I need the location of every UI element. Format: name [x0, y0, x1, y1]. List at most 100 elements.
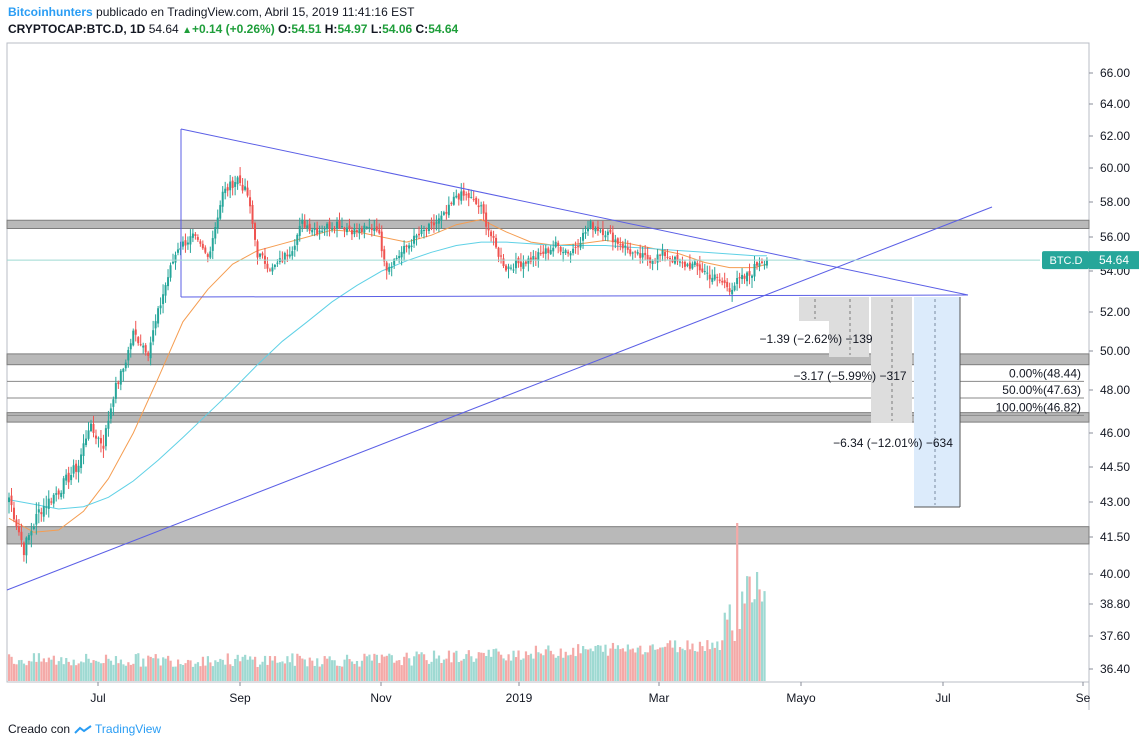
candle-body	[395, 257, 398, 259]
candle-body	[758, 263, 761, 267]
candle-body	[450, 202, 453, 204]
volume-bar	[579, 653, 582, 681]
volume-bar	[326, 658, 329, 681]
candle-body	[522, 262, 525, 269]
candle-body	[328, 221, 331, 230]
measure-box-small[interactable]	[829, 297, 869, 357]
volume-bar	[40, 661, 43, 681]
candle-body	[221, 191, 224, 207]
candle-body	[167, 277, 170, 287]
candle-body	[30, 531, 33, 536]
volume-bar	[234, 658, 237, 681]
candle-body	[760, 261, 763, 263]
candle-body	[400, 251, 403, 258]
candle-body	[162, 294, 165, 305]
ascending-trendline[interactable]	[6, 206, 993, 591]
volume-bar	[594, 645, 597, 681]
volume-bar	[430, 661, 433, 681]
fib-retracement[interactable]: 0.00%(48.44) 50.00%(47.63) 100.00%(46.82)	[7, 366, 1084, 416]
volume-bar	[629, 649, 632, 681]
candle-body	[57, 490, 60, 495]
volume-bar	[455, 650, 458, 681]
candle-body	[462, 190, 465, 196]
candle-body	[524, 261, 527, 264]
volume-bar	[425, 660, 428, 681]
volume-bar	[512, 650, 515, 681]
volume-bar	[465, 654, 468, 681]
candle-body	[8, 497, 10, 503]
symbol-badge	[1042, 251, 1089, 270]
volume-bar	[669, 640, 672, 681]
candle-body	[107, 420, 110, 429]
candle-body	[582, 232, 585, 241]
volume-bar	[661, 647, 664, 681]
candle-body	[254, 223, 257, 240]
measure-box-large[interactable]	[914, 297, 960, 507]
candle-body	[480, 205, 483, 207]
volume-bar	[176, 659, 180, 681]
price-tick-label: 66.00	[1100, 66, 1130, 80]
volume-bar	[413, 656, 416, 681]
volume-bar	[564, 651, 567, 681]
high-label: H:	[324, 22, 338, 36]
volume-bar	[291, 653, 294, 681]
volume-bar	[137, 653, 140, 681]
candle-body	[410, 245, 413, 248]
volume-bar	[35, 661, 38, 681]
volume-bar	[186, 659, 190, 681]
tradingview-link[interactable]: TradingView	[95, 722, 162, 736]
price-axis[interactable]: 66.0064.0062.0060.0058.0056.0054.0052.00…	[1089, 66, 1130, 676]
candle-body	[614, 239, 617, 242]
candle-body	[157, 308, 160, 324]
volume-bar	[378, 662, 381, 681]
candle-body	[629, 249, 632, 255]
price-measurements[interactable]: −1.39 (−2.62%) −139 −3.17 (−5.99%) −317 −6…	[759, 297, 961, 508]
candle-body	[149, 342, 152, 359]
candle-body	[15, 519, 18, 527]
volume-bar	[726, 619, 729, 681]
candle-body	[547, 248, 550, 253]
volume-bar	[574, 656, 577, 681]
volume-bar	[569, 654, 572, 681]
volume-bar	[90, 662, 93, 681]
candle-body	[669, 258, 672, 260]
volume-bar	[713, 647, 716, 681]
volume-bar	[336, 665, 339, 681]
author-name[interactable]: Bitcoinhunters	[8, 5, 93, 19]
candle-body	[186, 242, 189, 245]
volume-bar	[268, 655, 272, 681]
candle-body	[181, 241, 184, 247]
volume-bar	[318, 666, 321, 681]
candle-body	[109, 408, 112, 419]
volume-bar	[606, 655, 610, 681]
candle-body	[634, 251, 637, 253]
candle-body	[87, 430, 90, 439]
candle-body	[283, 253, 286, 261]
candle-body	[534, 257, 537, 260]
volume-bar	[167, 655, 170, 681]
volume-bar	[204, 665, 207, 681]
trendlines[interactable]	[6, 128, 993, 591]
candle-body	[430, 222, 433, 224]
volume-bar	[706, 640, 709, 681]
candle-body	[616, 238, 619, 244]
volume-bar	[452, 652, 456, 681]
candle-body	[418, 233, 421, 236]
descending-trendline[interactable]	[180, 128, 969, 296]
symbol-label[interactable]: CRYPTOCAP:BTC.D, 1D	[8, 22, 146, 36]
candle-body	[321, 230, 324, 232]
price-tick-label: 50.00	[1100, 344, 1130, 358]
close-label: C:	[415, 22, 429, 36]
time-axis[interactable]: Jul Sep Nov 2019 Mar Mayo Jul Se	[90, 682, 1091, 705]
volume-bar	[164, 658, 167, 681]
volume-bar	[288, 662, 292, 681]
volume-bar	[321, 664, 324, 681]
triangle-base[interactable]	[180, 294, 969, 298]
volume-bar	[25, 665, 28, 681]
candle-body	[713, 274, 716, 280]
candle-body	[10, 495, 13, 506]
volume-bar	[323, 656, 326, 681]
volume-bar	[159, 665, 162, 681]
volume-bar	[644, 652, 647, 681]
